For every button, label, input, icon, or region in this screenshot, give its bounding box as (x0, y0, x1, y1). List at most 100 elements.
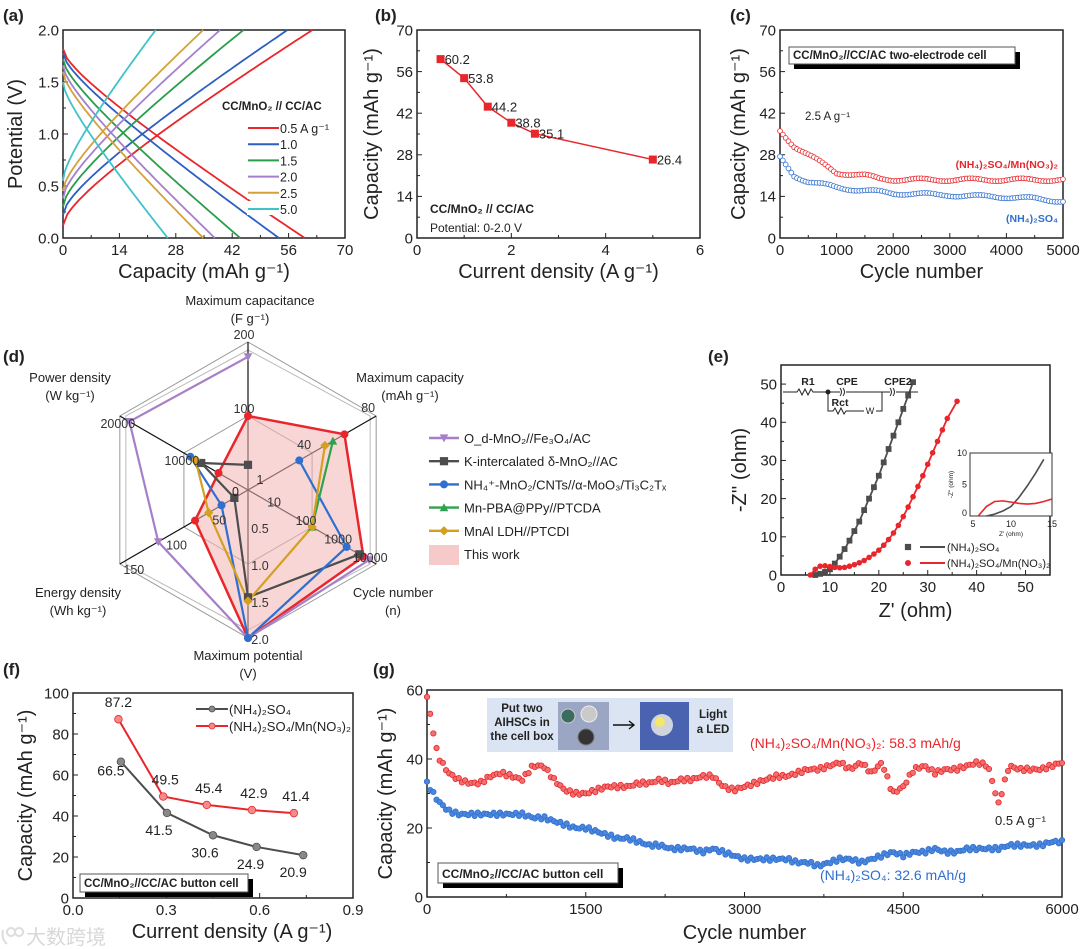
eis-point-1 (895, 522, 902, 529)
radar-marker-1 (230, 493, 239, 502)
radar-axis-unit: (W kg⁻¹) (45, 388, 94, 403)
legend-label: 0.5 A g⁻¹ (280, 122, 329, 136)
x-tick-label: 28 (167, 242, 184, 259)
y-tick-label: 0.0 (38, 230, 59, 247)
eis-point-0 (822, 569, 828, 575)
legend-bg (247, 120, 339, 134)
legend-label: 2.0 (280, 171, 297, 185)
cycle-marker-nh4so4 (922, 850, 929, 857)
cycle-marker-nh4so4 (446, 806, 453, 813)
charge-curve-0.5 (62, 29, 313, 226)
rate-point-1 (247, 805, 257, 815)
panel-f-axes: 0.0 0.3 0.6 0.9 0 20 40 60 80 100 Current density … (15, 685, 363, 943)
cpe-symbol (839, 387, 895, 397)
eis-point-0 (846, 537, 853, 544)
radar-marker-2 (217, 501, 226, 510)
eis-point-0 (861, 507, 868, 513)
radar-tick-label: 100 (296, 514, 317, 528)
eis-point-1 (880, 542, 887, 549)
label-box-text: CC/MnO₂//CC/AC button cell (442, 867, 603, 881)
radar-tick-label: 1000 (324, 533, 352, 547)
radar-marker-5 (340, 430, 349, 439)
data-point (507, 118, 516, 127)
discharge-curve-2.5 (62, 71, 204, 239)
equivalent-circuit: R1 CPE CPE2 Rct W (783, 376, 918, 416)
data-label: 26.4 (657, 153, 682, 168)
eis-point-1 (910, 493, 916, 500)
inset-caption-left: Put two (501, 703, 543, 715)
eis-point-0 (856, 518, 863, 525)
eis-point-1 (817, 563, 823, 570)
eis-point-1 (915, 483, 921, 490)
x-tick-label: 4 (601, 242, 609, 259)
cycle-marker-nh4so4 (780, 157, 786, 164)
cycle-marker-mn (1043, 766, 1050, 773)
eis-point-0 (905, 392, 912, 399)
legend-label: Mn-PBA@PPy//PTCDA (464, 501, 601, 516)
coin-cell-icon (580, 705, 598, 723)
cycle-marker-nh4so4 (785, 165, 792, 172)
legend-swatch-this-work (429, 545, 459, 565)
circuit-label-cpe: CPE (836, 376, 858, 388)
panel-label-a: (a) (3, 6, 24, 25)
radar-marker-4 (320, 440, 330, 451)
radar-axis-name: Energy density (35, 585, 121, 600)
data-label: 24.9 (237, 856, 264, 872)
cycle-marker-nh4so4 (585, 824, 593, 831)
eis-point-1 (929, 450, 936, 456)
circuit-label-r1: R1 (801, 376, 815, 388)
x-tick-label: 2000 (877, 242, 910, 259)
eis-point-0 (910, 379, 916, 386)
eis-point-0 (871, 484, 877, 491)
eis-point-1 (871, 551, 877, 557)
inset-y-tick-label: 0 (962, 508, 967, 518)
y-tick-label: 56 (396, 64, 413, 81)
legend-label: (NH₄)₂SO₄ (229, 702, 291, 717)
radar-marker-2 (295, 456, 304, 465)
legend-label: (NH₄)₂SO₄ (947, 542, 1000, 554)
legend-bg (247, 201, 339, 215)
inset-x-label: Z' (ohm) (999, 531, 1023, 538)
cell-type-box: CC/MnO₂//CC/AC two-electrode cell (788, 46, 1020, 69)
rate-point-1 (114, 715, 123, 724)
data-label: 41.5 (145, 822, 172, 838)
x-tick-label: 3000 (933, 242, 966, 259)
y-tick-label: 60 (52, 767, 69, 784)
y-tick-label: 14 (759, 189, 776, 206)
cycle-marker-mn (769, 775, 777, 782)
y-tick-label: 70 (759, 22, 776, 39)
led-demo-inset: Put two AIHSCs in the cell box Light a LED (487, 698, 733, 752)
eis-point-0 (836, 553, 843, 560)
cycle-marker-mn (989, 777, 996, 785)
cycle-marker-nh4so4 (900, 854, 907, 861)
radar-tick-label: 200 (234, 328, 255, 342)
y-tick-label: 20 (760, 491, 777, 508)
radar-chart: 10020040801101001000100000.51.01.52.0501… (29, 293, 667, 681)
y-tick-label: 0 (415, 889, 423, 906)
x-axis-label: Capacity (mAh g⁻¹) (118, 261, 290, 283)
x-axis-label: Current density (A g⁻¹) (458, 261, 659, 283)
legend-bg (247, 152, 339, 167)
cycle-marker-nh4so4 (1060, 198, 1066, 205)
cycle-marker-nh4so4 (896, 850, 904, 857)
circuit-label-w: W (866, 406, 875, 416)
eis-point-1 (841, 564, 848, 571)
y-axis-label: -Z'' (ohm) (729, 428, 751, 512)
cycle-marker-mn (550, 775, 558, 782)
eis-point-1 (920, 472, 926, 479)
radar-marker-2 (342, 542, 351, 551)
eis-point-0 (875, 472, 882, 479)
legend-marker (439, 480, 448, 489)
cycle-marker-mn (881, 766, 888, 773)
cycle-marker-nh4so4 (719, 847, 726, 854)
cycle-marker-nh4so4 (557, 818, 564, 825)
circuit-label-rct: Rct (832, 397, 849, 409)
eis-point-1 (846, 563, 853, 570)
cycle-marker-mn (1060, 176, 1066, 182)
watermark: 大数跨境 (1, 926, 106, 949)
x-tick-label: 56 (280, 242, 297, 259)
legend-bg (247, 168, 339, 183)
cycle-marker-mn (954, 767, 961, 774)
